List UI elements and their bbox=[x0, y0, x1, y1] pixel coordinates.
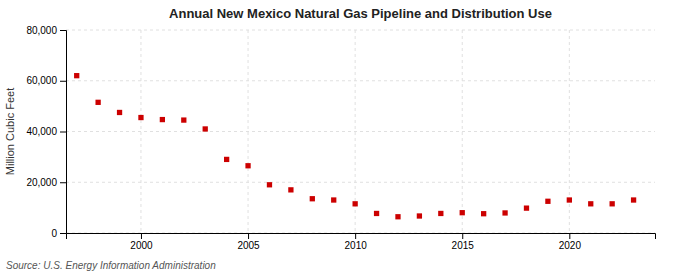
grid-line bbox=[140, 30, 141, 233]
grid-line bbox=[66, 182, 655, 183]
point bbox=[331, 197, 336, 202]
point bbox=[203, 126, 208, 131]
tick-label: 2000 bbox=[130, 240, 153, 251]
grid-line bbox=[66, 30, 655, 31]
point bbox=[160, 117, 165, 122]
point bbox=[610, 201, 615, 206]
axis-line bbox=[60, 31, 67, 234]
point bbox=[267, 182, 272, 187]
tick-label: 2010 bbox=[345, 240, 368, 251]
tick-mark bbox=[60, 233, 66, 234]
tick-label: 80,000 bbox=[26, 25, 57, 36]
grid-line bbox=[66, 131, 655, 132]
grid bbox=[66, 30, 655, 233]
point bbox=[502, 210, 507, 215]
tick: 2005 bbox=[237, 233, 260, 251]
tick-label: 40,000 bbox=[26, 126, 57, 137]
points bbox=[74, 73, 636, 219]
tick-label: 2020 bbox=[559, 240, 582, 251]
tick-mark bbox=[248, 233, 249, 239]
point bbox=[438, 211, 443, 216]
x-axis: 2000 2005 2010 2015 2020 bbox=[67, 233, 656, 251]
tick: 2000 bbox=[130, 233, 153, 251]
tick-mark bbox=[569, 233, 570, 239]
tick-label: 2015 bbox=[452, 240, 475, 251]
tick: 2010 bbox=[345, 233, 368, 251]
title: Annual New Mexico Natural Gas Pipeline a… bbox=[169, 6, 552, 21]
tick-label: 2005 bbox=[237, 240, 260, 251]
point bbox=[417, 213, 422, 218]
tick: 2020 bbox=[559, 233, 582, 251]
point bbox=[395, 214, 400, 219]
tick: 60,000 bbox=[26, 75, 66, 86]
tick-mark bbox=[462, 233, 463, 239]
point bbox=[138, 115, 143, 120]
point bbox=[117, 110, 122, 115]
point bbox=[374, 211, 379, 216]
tick-label: 20,000 bbox=[26, 177, 57, 188]
point bbox=[95, 100, 100, 105]
point bbox=[631, 197, 636, 202]
tick-mark bbox=[60, 30, 66, 31]
chart: 2000 2005 2010 2015 2020 0 20,000 40,000 60,000 8… bbox=[0, 0, 675, 275]
tick-mark bbox=[60, 81, 66, 82]
tick: 40,000 bbox=[26, 126, 66, 137]
tick-label: 0 bbox=[51, 228, 57, 239]
tick: 80,000 bbox=[26, 25, 66, 36]
tick-mark bbox=[60, 182, 66, 183]
point bbox=[481, 211, 486, 216]
tick-mark bbox=[355, 233, 356, 239]
grid-line bbox=[248, 30, 249, 233]
point bbox=[545, 199, 550, 204]
point bbox=[181, 117, 186, 122]
y-axis: 0 20,000 40,000 60,000 80,000 bbox=[26, 25, 66, 239]
point bbox=[310, 196, 315, 201]
point bbox=[288, 187, 293, 192]
annotation: Source: U.S. Energy Information Administ… bbox=[6, 260, 216, 271]
tick-mark bbox=[141, 233, 142, 239]
axis-line bbox=[67, 234, 656, 240]
grid-line bbox=[462, 30, 463, 233]
point bbox=[352, 201, 357, 206]
tick: 0 bbox=[51, 228, 66, 239]
tick-mark bbox=[60, 132, 66, 133]
grid-line bbox=[66, 80, 655, 81]
y-axis-title: Million Cubic Feet bbox=[4, 88, 16, 175]
point bbox=[524, 205, 529, 210]
plot-area: 2000 2005 2010 2015 2020 0 20,000 40,000 60,000 8… bbox=[26, 25, 655, 251]
tick: 2015 bbox=[452, 233, 475, 251]
point bbox=[74, 73, 79, 78]
tick: 20,000 bbox=[26, 177, 66, 188]
point bbox=[588, 201, 593, 206]
point bbox=[567, 197, 572, 202]
point bbox=[224, 157, 229, 162]
point bbox=[245, 163, 250, 168]
point bbox=[460, 210, 465, 215]
tick-label: 60,000 bbox=[26, 75, 57, 86]
